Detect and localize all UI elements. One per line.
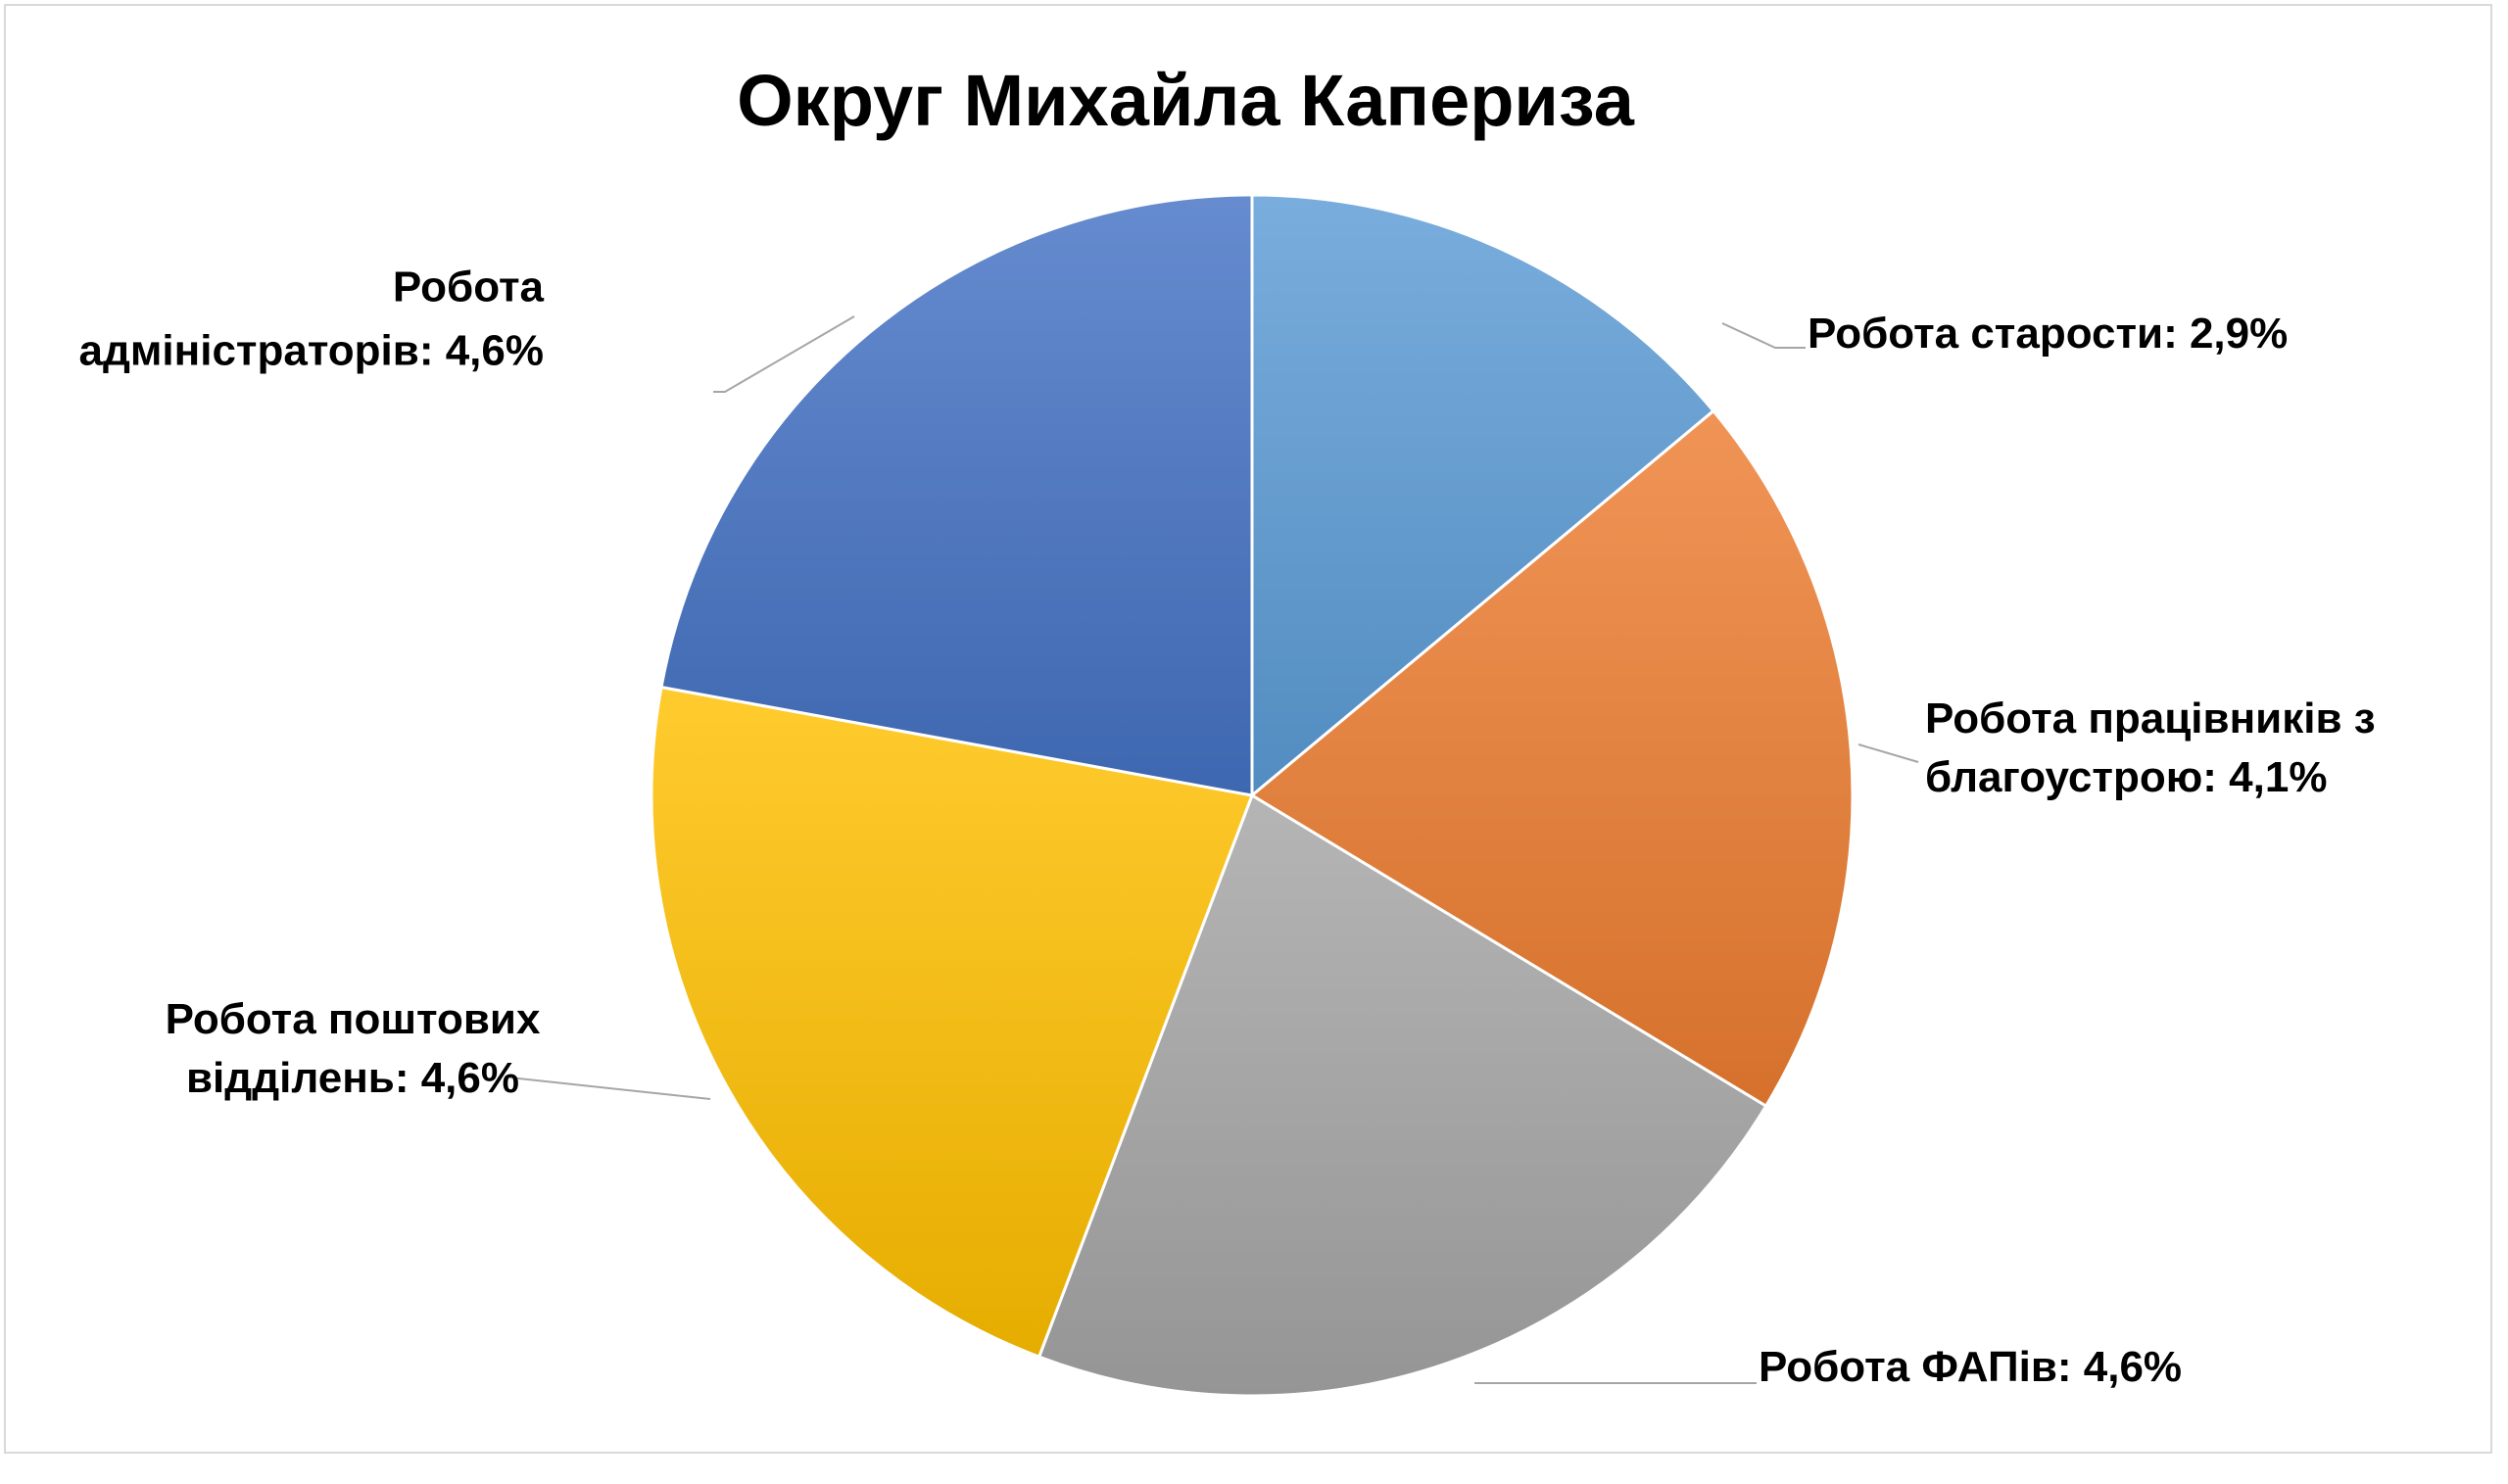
leader-line — [713, 315, 855, 393]
pie-slice — [659, 193, 1254, 797]
data-label: Робота ФАПів: 4,6% — [1759, 1343, 2182, 1391]
data-label-line: Робота старости: 2,9% — [1808, 310, 2288, 358]
leader-lines — [508, 315, 1919, 1384]
data-label: Робота старости: 2,9% — [1808, 310, 2288, 358]
leader-line — [508, 1077, 711, 1100]
pie-slice — [1250, 193, 1716, 799]
data-label-line: Робота працівників з — [1925, 694, 2376, 742]
pie-slice — [1037, 792, 1768, 1398]
data-label-line: відділень: 4,6% — [186, 1054, 519, 1102]
pie-slice — [650, 685, 1255, 1360]
data-label-line: Робота ФАПів: 4,6% — [1759, 1343, 2182, 1391]
data-label-line: Робота поштових — [166, 995, 541, 1043]
data-label-line: благоустрою: 4,1% — [1925, 753, 2327, 801]
leader-line — [1857, 743, 1919, 763]
data-label: Робота поштових відділень: 4,6% — [166, 995, 541, 1102]
data-label: Робота адміністраторів: 4,6% — [78, 263, 544, 375]
pie-slice — [1249, 408, 1855, 1109]
data-label-line: Робота — [393, 263, 545, 311]
chart-title: Округ Михайла Капериза — [737, 60, 1635, 141]
pie-slices — [650, 193, 1855, 1398]
data-label: Робота працівників з благоустрою: 4,1% — [1925, 694, 2376, 801]
data-labels: Робота старости: 2,9% Робота працівників … — [78, 263, 2375, 1392]
leader-line — [1721, 322, 1806, 349]
data-label-line: адміністраторів: 4,6% — [78, 327, 544, 375]
